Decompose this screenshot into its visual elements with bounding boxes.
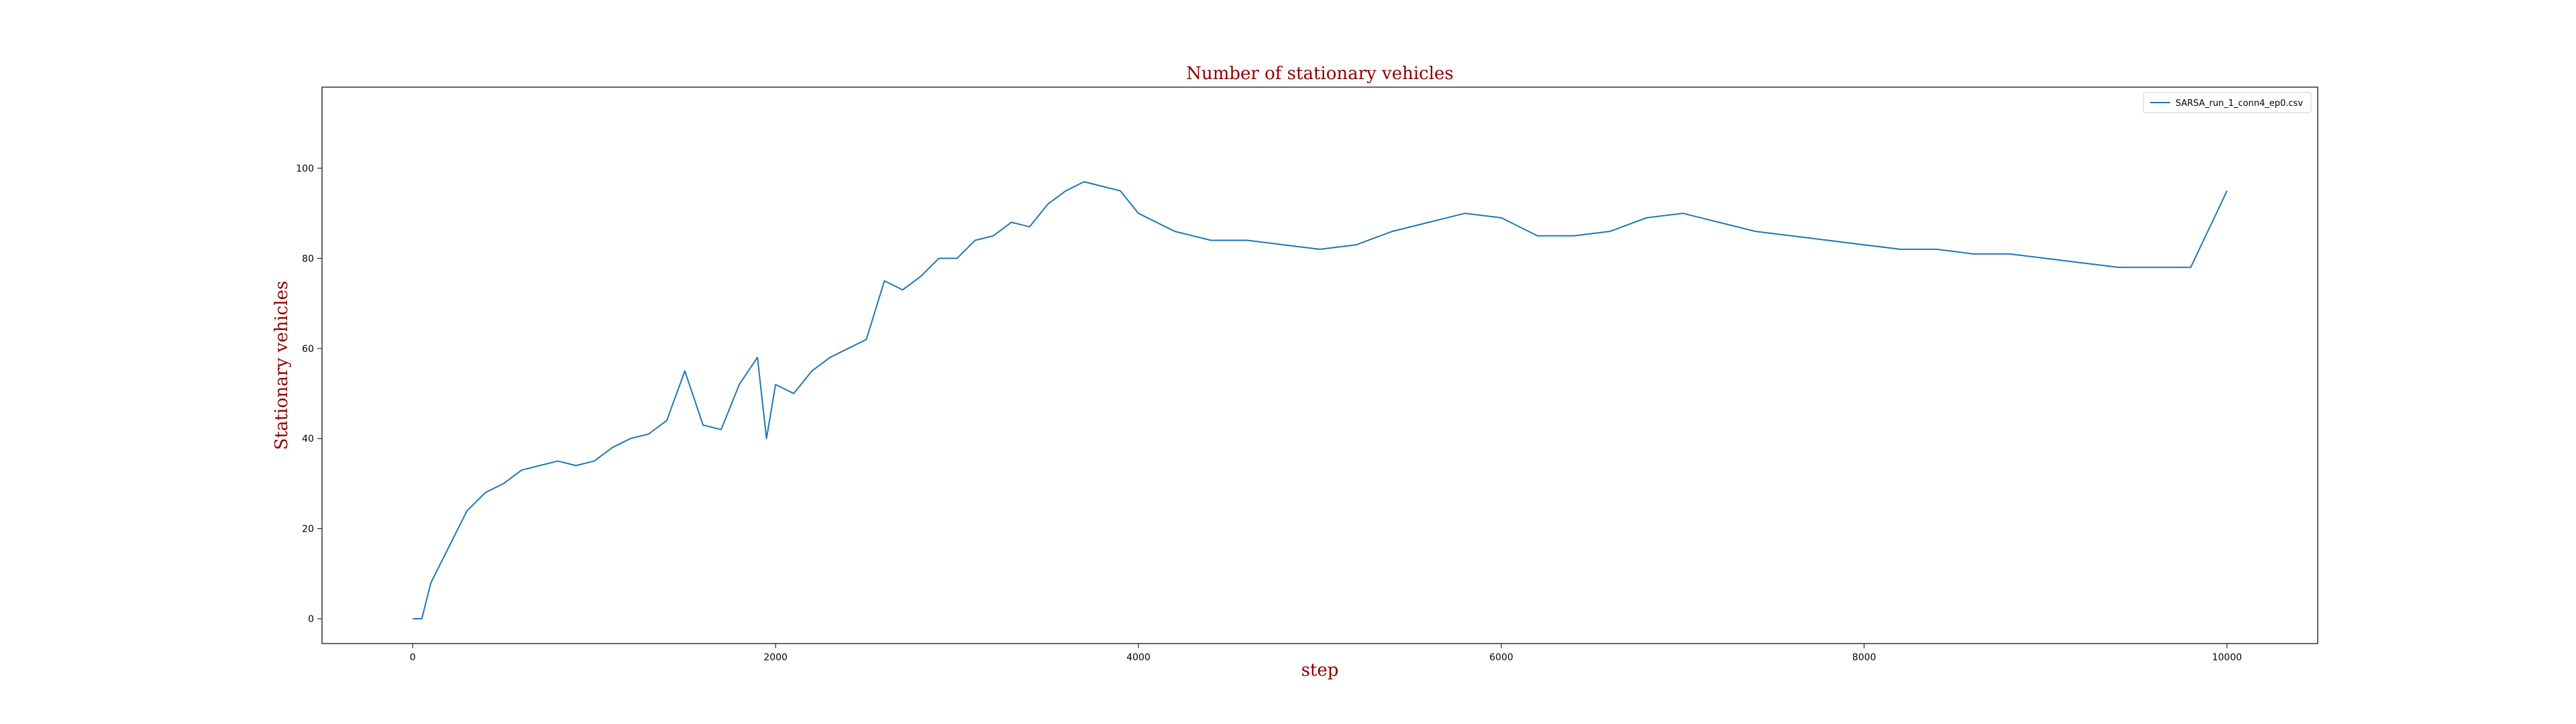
y-tick-label: 60 bbox=[302, 344, 314, 355]
x-tick-label: 10000 bbox=[2212, 652, 2242, 663]
x-tick-label: 0 bbox=[410, 652, 416, 663]
y-tick-label: 100 bbox=[296, 164, 314, 174]
legend-box bbox=[2143, 92, 2312, 113]
x-axis-label: step bbox=[1301, 660, 1339, 680]
y-tick-label: 40 bbox=[302, 434, 314, 444]
y-axis-label: Stationary vehicles bbox=[272, 281, 292, 450]
plot-area: 0 2000 4000 6000 8000 10000 0 20 40 60 80 100 bbox=[296, 86, 2318, 663]
x-tick-label: 8000 bbox=[1852, 652, 1876, 663]
x-tick-label: 6000 bbox=[1489, 652, 1513, 663]
legend: SARSA_run_1_conn4_ep0.csv bbox=[2143, 92, 2312, 113]
legend-label: SARSA_run_1_conn4_ep0.csv bbox=[2176, 99, 2303, 109]
series-layer bbox=[413, 181, 2228, 619]
x-tick-label: 4000 bbox=[1126, 652, 1150, 663]
y-axis-ticks: 0 20 40 60 80 100 bbox=[296, 164, 322, 625]
x-tick-label: 2000 bbox=[763, 652, 788, 663]
y-tick-label: 0 bbox=[308, 614, 314, 625]
y-tick-label: 80 bbox=[302, 253, 314, 264]
plot-frame bbox=[321, 86, 2318, 644]
series-line-0 bbox=[413, 181, 2228, 619]
x-axis-ticks: 0 2000 4000 6000 8000 10000 bbox=[410, 644, 2242, 663]
y-tick-label: 20 bbox=[302, 524, 314, 535]
chart-title: Number of stationary vehicles bbox=[1186, 64, 1454, 84]
